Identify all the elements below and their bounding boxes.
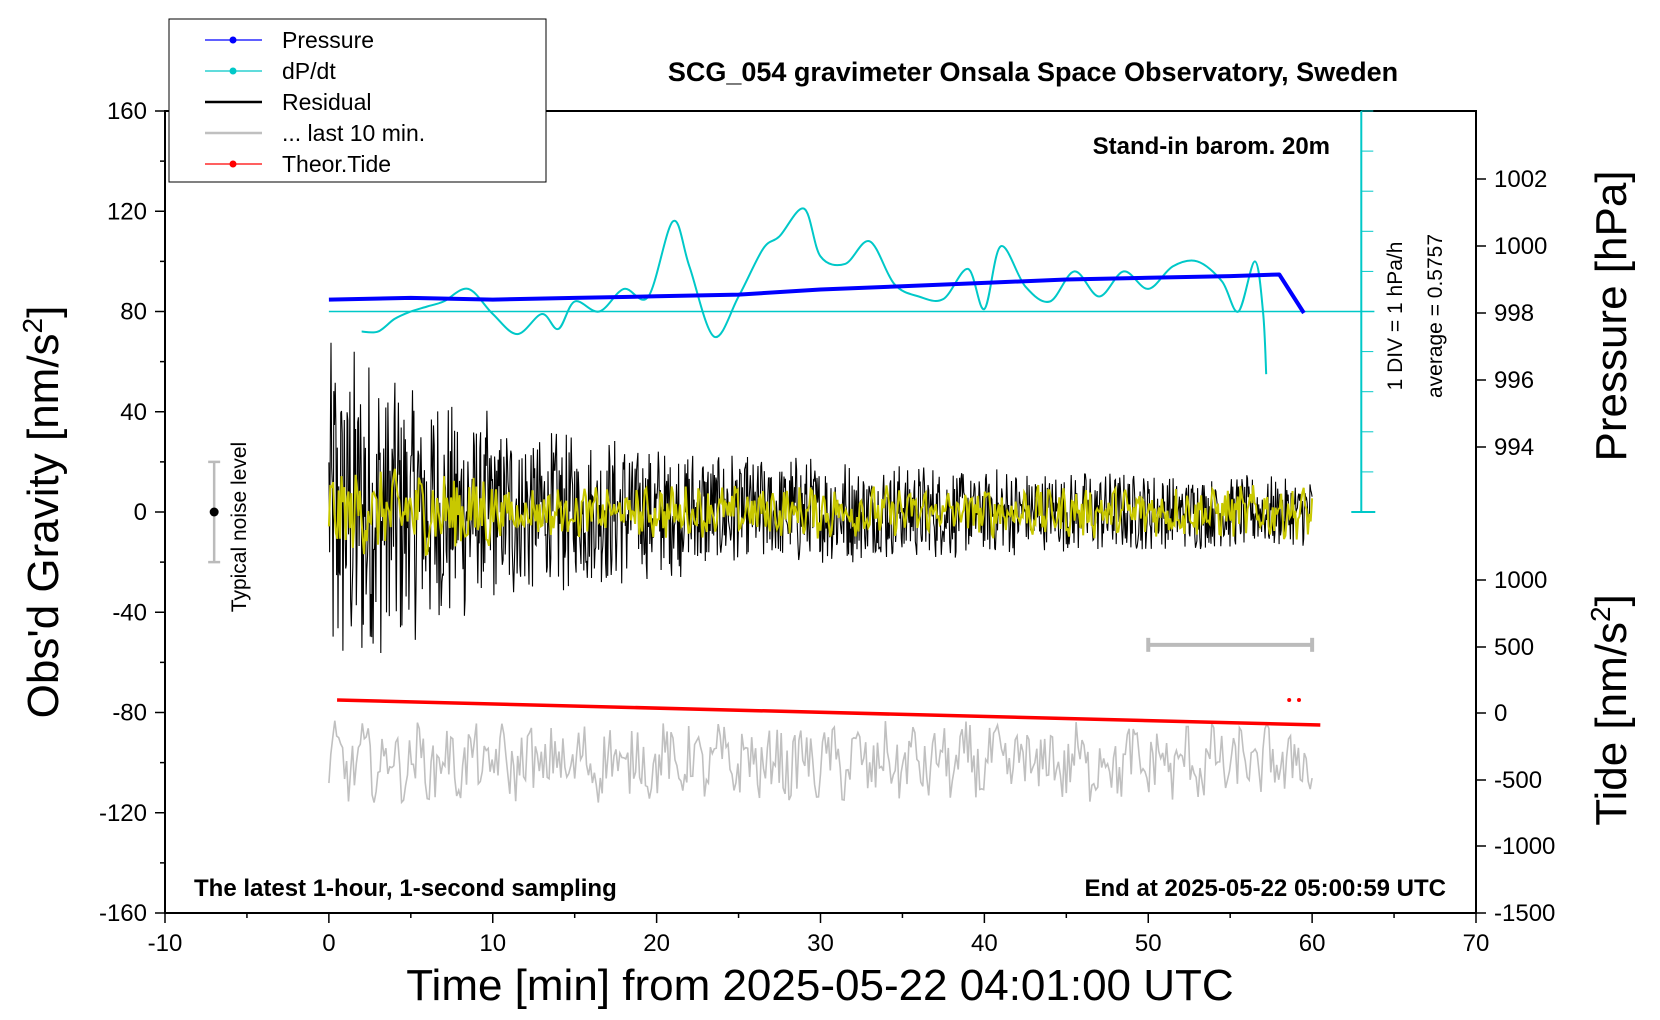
legend-items: Pressure dP/dt Residual ... last 10 min. The… [205, 27, 425, 177]
legend-label: dP/dt [282, 58, 336, 84]
y-axis-tide-title-sup: 2 [1585, 606, 1616, 622]
last-10-min-series [328, 720, 1313, 805]
legend-box [168, 18, 547, 183]
noise-bar-center [209, 507, 219, 517]
tide-tick-label: -500 [1494, 767, 1542, 794]
x-tick-label: 0 [322, 930, 335, 957]
dpdt-series [361, 207, 1268, 375]
x-tick-label: 40 [971, 930, 998, 957]
series-layer [208, 110, 1376, 805]
legend-label: Residual [282, 89, 372, 115]
average-label: average = 0.5757 [1424, 234, 1447, 398]
pressure-series [328, 272, 1306, 315]
x-tick-label: 50 [1135, 930, 1162, 957]
pressure-tick-label: 1000 [1494, 233, 1547, 260]
div-label: 1 DIV = 1 hPa/h [1384, 242, 1407, 391]
x-tick-label: 70 [1463, 930, 1490, 957]
legend: Pressure dP/dt Residual ... last 10 min. The… [168, 18, 547, 183]
y-tick-label: -160 [99, 900, 147, 927]
y-axis-left-title-close: ] [19, 306, 68, 318]
pressure-tick-label: 1002 [1494, 166, 1547, 193]
tide-tick-label: -1000 [1494, 833, 1555, 860]
tide-tick-label: 1000 [1494, 567, 1547, 594]
y-tick-label: -120 [99, 800, 147, 827]
noise-level-label: Typical noise level [228, 442, 251, 612]
x-tick-label: 20 [643, 930, 670, 957]
legend-marker [229, 160, 237, 168]
pressure-tick-label: 996 [1494, 367, 1534, 394]
y-axis-left-title-text: Obs'd Gravity [nm/s [19, 333, 68, 718]
legend-marker [229, 67, 237, 75]
x-axis: -10 0 10 20 30 40 50 60 70 [148, 913, 1490, 957]
y-tick-label: 160 [107, 98, 147, 125]
residual-series [328, 342, 1313, 654]
tide-tick-label: -1500 [1494, 900, 1555, 927]
tide-tick-label: 500 [1494, 634, 1534, 661]
y-tick-label: -80 [112, 700, 147, 727]
y-tick-label: -40 [112, 599, 147, 626]
chart-title: SCG_054 gravimeter Onsala Space Observat… [668, 57, 1398, 87]
y-axis-tide-title: Tide [nm/s2] [1585, 594, 1636, 826]
pressure-tick-label: 994 [1494, 434, 1534, 461]
legend-label: ... last 10 min. [282, 120, 425, 146]
y-axis-pressure-title: Pressure [hPa] [1587, 170, 1636, 461]
stand-in-barometer-label: Stand-in barom. 20m [1093, 133, 1330, 160]
y-axis-left-title: Obs'd Gravity [nm/s2] [17, 306, 68, 719]
legend-label: Theor.Tide [282, 151, 391, 177]
y-axis-left: -160 -120 -80 -40 0 40 80 120 160 [99, 98, 165, 927]
y-axis-tide-title-close: ] [1587, 594, 1636, 606]
y-tick-label: 120 [107, 198, 147, 225]
filtered-series [327, 468, 1314, 557]
theor-tide-dot [1297, 697, 1302, 702]
tide-tick-label: 0 [1494, 700, 1507, 727]
y-tick-label: 80 [120, 299, 147, 326]
x-tick-label: -10 [148, 930, 183, 957]
y-tick-label: 0 [134, 499, 147, 526]
y-axis-tide: -1500 -1000 -500 0 500 1000 [1476, 567, 1555, 927]
theor-tide-series [337, 698, 1321, 727]
x-axis-title: Time [min] from 2025-05-22 04:01:00 UTC [406, 961, 1233, 1010]
y-axis-tide-title-text: Tide [nm/s [1587, 622, 1636, 826]
legend-label: Pressure [282, 27, 374, 53]
end-time-label: End at 2025-05-22 05:00:59 UTC [1085, 875, 1447, 902]
x-tick-label: 10 [479, 930, 506, 957]
legend-marker [229, 36, 237, 44]
latest-hour-label: The latest 1-hour, 1-second sampling [194, 875, 617, 902]
x-tick-label: 30 [807, 930, 834, 957]
y-axis-left-title-sup: 2 [17, 318, 48, 334]
x-tick-label: 60 [1299, 930, 1326, 957]
pressure-tick-label: 998 [1494, 300, 1534, 327]
y-tick-label: 40 [120, 399, 147, 426]
theor-tide-dot [1287, 697, 1292, 702]
y-axis-pressure: 994 996 998 1000 1002 [1476, 166, 1547, 461]
